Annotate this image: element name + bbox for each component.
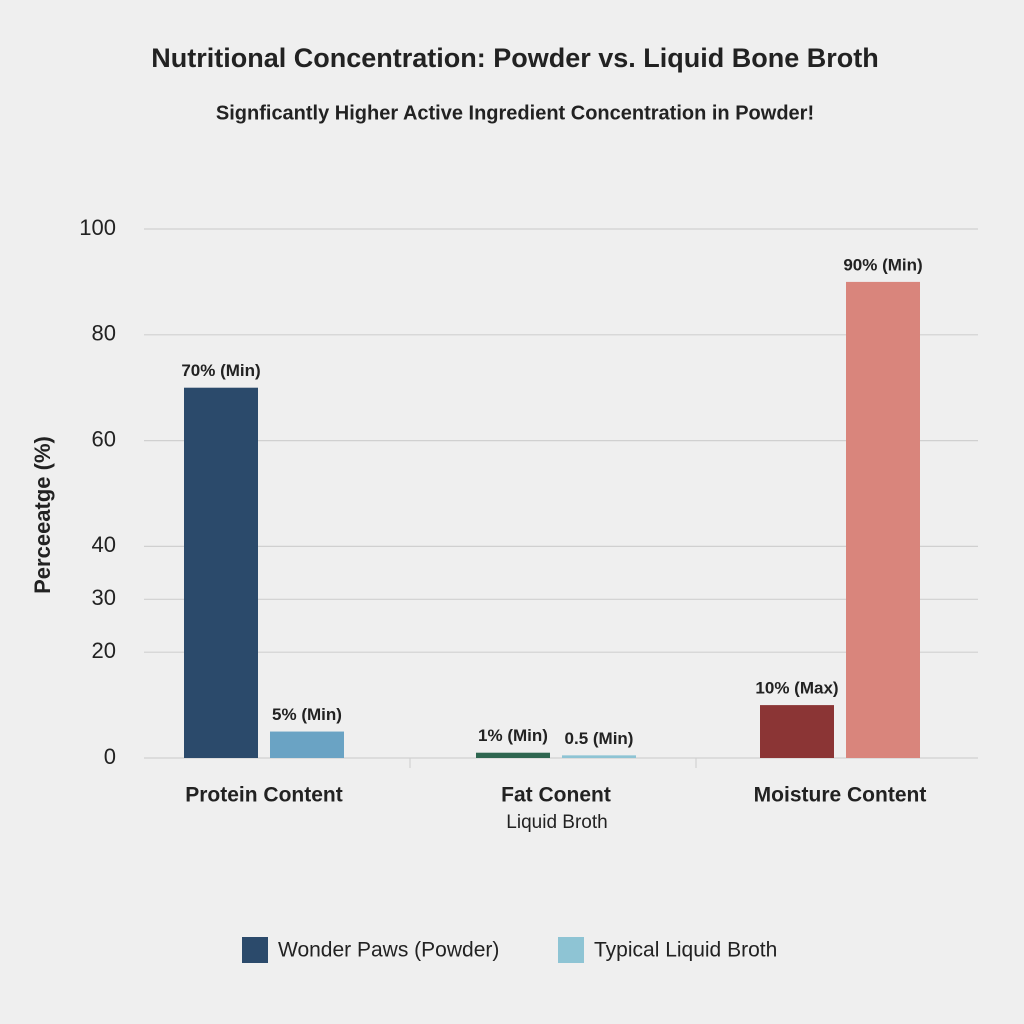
legend-swatch (242, 937, 268, 963)
x-tick-label: Fat Conent (501, 784, 611, 807)
y-tick-label: 30 (92, 585, 116, 610)
y-tick-label: 0 (104, 744, 116, 769)
bar (760, 705, 834, 758)
bar (562, 755, 636, 758)
y-tick-label: 20 (92, 638, 116, 663)
annotation: Liquid Broth (506, 812, 607, 833)
value-label: 1% (Min) (478, 726, 548, 745)
bar (184, 387, 258, 758)
value-label: 0.5 (Min) (565, 729, 634, 748)
legend-label: Typical Liquid Broth (594, 939, 777, 962)
y-tick-label: 80 (92, 321, 116, 346)
value-label: 70% (Min) (181, 361, 260, 380)
bar (270, 731, 344, 758)
bar (846, 281, 920, 758)
x-tick-label: Moisture Content (754, 784, 927, 807)
y-tick-label: 100 (79, 215, 116, 240)
chart-subtitle: Signficantly Higher Active Ingredient Co… (216, 102, 814, 124)
y-tick-label: 60 (92, 426, 116, 451)
value-label: 5% (Min) (272, 705, 342, 724)
bar (476, 752, 550, 758)
y-tick-label: 40 (92, 532, 116, 557)
x-tick-label: Protein Content (185, 784, 343, 807)
value-label: 10% (Max) (755, 679, 838, 698)
legend-swatch (558, 937, 584, 963)
legend-label: Wonder Paws (Powder) (278, 939, 499, 962)
value-label: 90% (Min) (843, 255, 922, 274)
y-axis-label: Perceeatge (%) (30, 436, 55, 594)
chart-title: Nutritional Concentration: Powder vs. Li… (151, 43, 879, 73)
